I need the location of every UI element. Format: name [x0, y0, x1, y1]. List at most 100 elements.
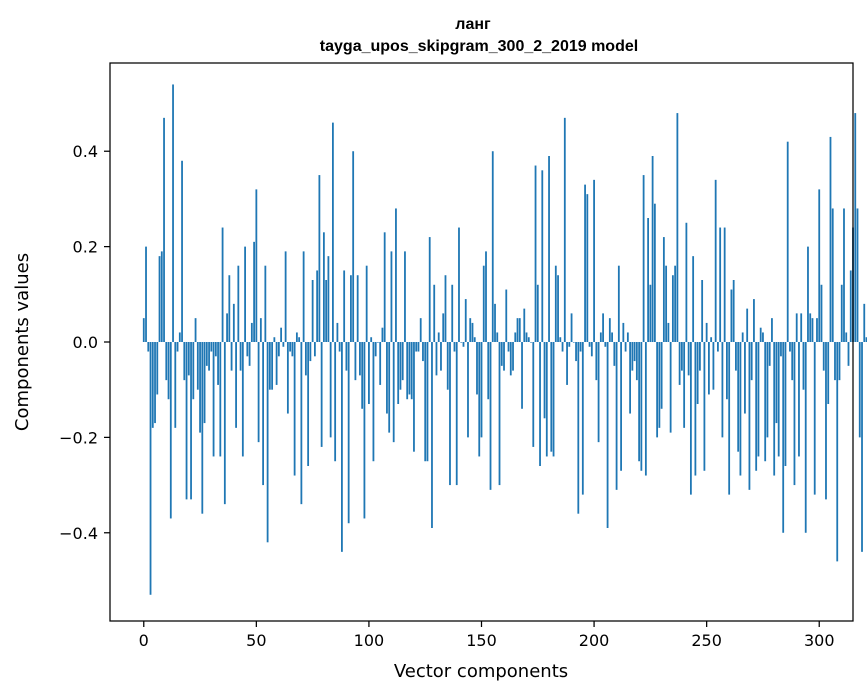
- bar: [322, 232, 325, 342]
- bar: [705, 322, 708, 342]
- bar: [611, 332, 613, 342]
- bar: [750, 342, 753, 381]
- bar: [561, 342, 564, 352]
- bar: [647, 218, 650, 342]
- bar: [548, 156, 550, 342]
- y-tick-label: 0.4: [73, 142, 98, 161]
- bar: [581, 342, 584, 495]
- bar: [509, 342, 512, 376]
- bar: [572, 342, 575, 343]
- bar: [174, 342, 177, 428]
- bar: [313, 342, 316, 357]
- bar: [735, 342, 737, 371]
- bar: [304, 342, 307, 376]
- bar: [762, 332, 764, 342]
- bar: [536, 284, 539, 342]
- bar: [685, 222, 688, 342]
- bar: [780, 342, 782, 357]
- bar: [757, 342, 760, 457]
- bar: [865, 337, 867, 342]
- bar: [620, 342, 622, 471]
- bar: [764, 342, 767, 462]
- bar: [295, 332, 298, 342]
- bar: [478, 342, 481, 457]
- bar: [201, 342, 204, 514]
- bar: [494, 303, 496, 342]
- bar: [476, 342, 478, 395]
- bar: [782, 342, 785, 533]
- bar: [372, 342, 375, 462]
- bar: [469, 318, 472, 342]
- bar: [158, 256, 161, 342]
- bar: [311, 280, 314, 342]
- bar: [415, 342, 418, 352]
- bar: [437, 332, 440, 342]
- bar: [527, 337, 530, 342]
- bar: [401, 342, 404, 381]
- bar: [167, 342, 170, 400]
- x-tick-label: 100: [354, 631, 385, 650]
- bar: [273, 337, 276, 342]
- bar: [856, 208, 859, 342]
- bar: [338, 342, 341, 352]
- bar: [689, 342, 692, 495]
- bar: [253, 241, 255, 342]
- bar: [435, 342, 438, 376]
- bar: [784, 342, 787, 466]
- x-axis-ticks: 0 50 100 150 200 250 300: [139, 621, 835, 650]
- bar: [422, 342, 424, 362]
- bar: [699, 342, 701, 371]
- bar: [237, 265, 240, 342]
- bar: [791, 342, 794, 381]
- bar: [845, 332, 848, 342]
- bar: [512, 342, 514, 371]
- bar: [426, 342, 429, 462]
- bar: [160, 251, 163, 342]
- bar: [199, 342, 201, 433]
- bar: [291, 342, 294, 357]
- bar: [464, 299, 467, 342]
- bar: [831, 208, 834, 342]
- bar: [255, 189, 258, 342]
- bar: [669, 342, 672, 433]
- bar: [644, 342, 647, 476]
- bar: [217, 342, 219, 385]
- bar: [651, 156, 654, 342]
- bar: [721, 342, 724, 438]
- bar: [302, 251, 305, 342]
- bar: [613, 342, 616, 366]
- bar: [708, 342, 710, 395]
- x-tick-label: 250: [691, 631, 722, 650]
- bar: [726, 342, 728, 400]
- bar: [665, 265, 668, 342]
- bar: [658, 342, 661, 428]
- bar: [370, 337, 373, 342]
- bar: [786, 141, 789, 342]
- bar: [586, 194, 589, 342]
- bar: [381, 327, 384, 342]
- bar: [325, 280, 328, 342]
- bar: [286, 342, 289, 414]
- bar: [390, 251, 393, 342]
- bar: [232, 303, 235, 342]
- bar: [192, 342, 195, 400]
- bar: [341, 342, 343, 552]
- bar: [259, 318, 262, 342]
- bar: [777, 342, 780, 457]
- bar: [818, 189, 821, 342]
- bar: [451, 284, 454, 342]
- bar: [530, 342, 532, 343]
- bar: [834, 342, 836, 381]
- bar: [379, 342, 382, 385]
- bar: [176, 342, 179, 352]
- bar: [836, 342, 839, 562]
- bar: [863, 303, 866, 342]
- bar: [755, 342, 758, 471]
- bar: [374, 342, 377, 357]
- bar: [268, 342, 271, 390]
- bar: [566, 342, 568, 385]
- bar: [674, 265, 677, 342]
- bar: [190, 342, 192, 500]
- x-axis-label: Vector components: [394, 661, 568, 682]
- bar: [789, 342, 791, 352]
